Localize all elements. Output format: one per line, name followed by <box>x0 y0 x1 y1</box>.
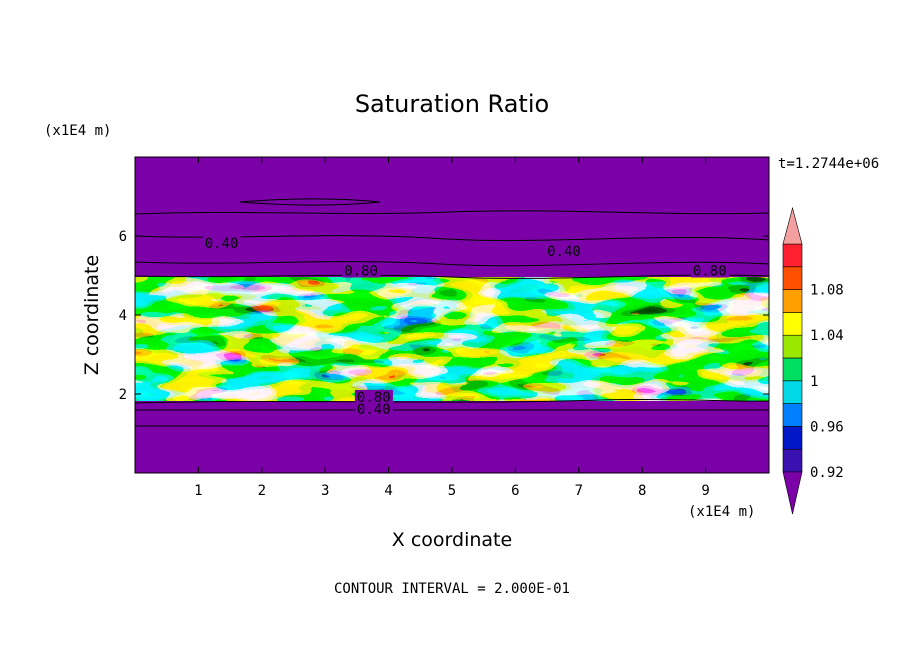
contour-label: 0.40 <box>547 244 581 260</box>
colorbar-swatch <box>782 380 803 404</box>
y-tick-label: 6 <box>119 229 127 245</box>
contour-label-bg <box>690 263 729 278</box>
saturation-field <box>135 277 769 401</box>
contour-label-bg <box>354 389 393 404</box>
y-unit-label: (x1E4 m) <box>44 123 111 139</box>
x-tick-label: 6 <box>511 483 519 499</box>
contour-label-bg <box>354 401 393 416</box>
colorbar-bottom-arrow <box>782 471 803 515</box>
colorbar-swatch <box>782 426 803 450</box>
colorbar-swatch <box>782 243 803 268</box>
contour-interval-note: CONTOUR INTERVAL = 2.000E-01 <box>334 581 570 597</box>
x-unit-label: (x1E4 m) <box>688 504 755 520</box>
x-axis-label: X coordinate <box>392 529 512 551</box>
contour-labels: 0.400.800.400.800.800.40 <box>202 235 729 418</box>
x-tick-label: 9 <box>701 483 709 499</box>
contour-label-bg <box>342 263 381 278</box>
colorbar-label: 1.04 <box>810 328 844 344</box>
colorbar-label: 1.08 <box>810 283 844 299</box>
contour-label-bg <box>545 243 584 258</box>
colorbar-label: 0.96 <box>810 419 844 435</box>
colorbar-swatch <box>782 357 803 382</box>
colorbar-swatch <box>782 448 803 473</box>
colorbar-label: 0.92 <box>810 465 844 481</box>
x-tick-label: 1 <box>194 483 202 499</box>
x-tick-label: 7 <box>575 483 583 499</box>
x-axis: 1 2 3 4 5 6 7 8 9 <box>194 157 710 499</box>
contour-label: 0.80 <box>693 264 727 280</box>
colorbar: 0.92 0.96 1 1.04 1.08 <box>782 206 844 515</box>
colorbar-label: 1 <box>810 374 818 390</box>
plot-area: 0.400.800.400.800.800.40 <box>135 157 769 473</box>
y-tick-label: 2 <box>119 387 127 403</box>
colorbar-swatch <box>782 334 803 359</box>
colorbar-top-arrow <box>782 206 803 245</box>
contour-label-bg <box>202 235 241 250</box>
contour-label: 0.40 <box>357 402 391 418</box>
chart-title: Saturation Ratio <box>355 90 549 118</box>
colorbar-swatch <box>782 289 803 313</box>
colorbar-swatch <box>782 312 803 336</box>
x-tick-label: 8 <box>638 483 646 499</box>
y-axis: 2 4 6 <box>119 229 769 403</box>
x-tick-label: 4 <box>384 483 392 499</box>
time-label: t=1.2744e+06 <box>778 156 879 172</box>
colorbar-swatch <box>782 403 803 427</box>
x-tick-label: 5 <box>448 483 456 499</box>
contour-label: 0.80 <box>344 264 378 280</box>
x-tick-label: 2 <box>258 483 266 499</box>
y-tick-label: 4 <box>119 308 127 324</box>
contour-label: 0.40 <box>205 236 239 252</box>
colorbar-swatch <box>782 266 803 290</box>
x-tick-label: 3 <box>321 483 329 499</box>
y-axis-label: Z coordinate <box>81 255 103 375</box>
